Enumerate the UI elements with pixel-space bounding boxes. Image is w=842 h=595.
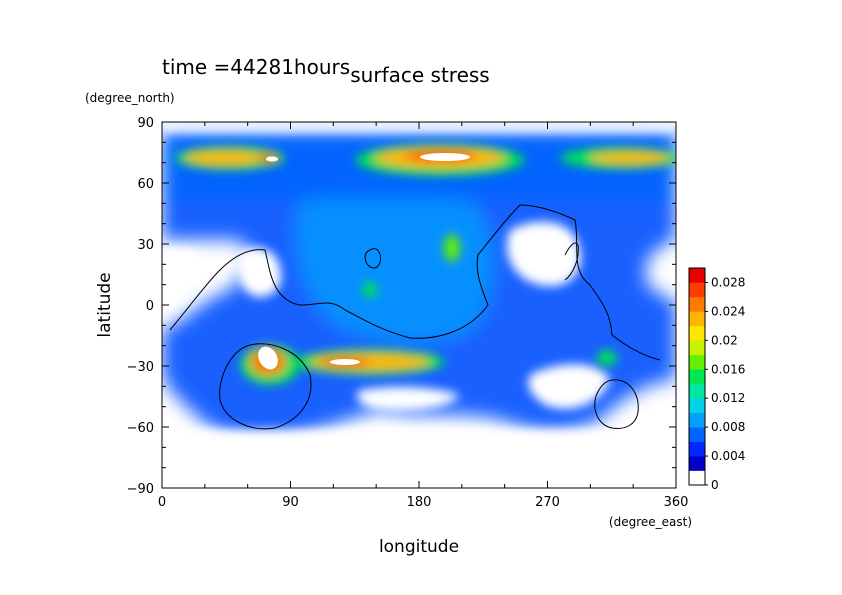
colorbar-tick-label: 0.02 (711, 333, 738, 347)
colorbar-swatch (689, 282, 705, 298)
tropic-spot-1 (444, 234, 460, 262)
x-units-label: (degree_east) (609, 515, 692, 529)
colorbar-swatch (689, 340, 705, 356)
x-axis-label: longitude (379, 537, 459, 557)
colorbar-swatch (689, 325, 705, 341)
jet-north-3-core (590, 152, 670, 164)
y-axis-ticks: −90 −60 −30 0 30 60 90 (127, 116, 676, 497)
colorbar-swatch (689, 427, 705, 442)
stress-field (162, 122, 676, 488)
y-tick-label: 30 (137, 238, 154, 253)
colorbar-swatch (689, 441, 705, 457)
colorbar-tick-label: 0.024 (711, 304, 745, 318)
coastlines (169, 204, 661, 430)
y-tick-label: −60 (127, 421, 154, 436)
y-tick-label: 90 (137, 116, 154, 131)
field-hole-south-mid (357, 386, 460, 412)
field-hole-west (162, 248, 203, 281)
jet-north-1-white-core (266, 156, 278, 162)
colorbar-swatch (689, 470, 705, 486)
colorbar-swatch (689, 369, 705, 385)
colorbar-tick-label: 0.004 (711, 449, 745, 463)
x-tick-label: 270 (535, 495, 560, 510)
x-tick-label: 90 (282, 495, 299, 510)
colorbar: 0 0.004 0.008 0.012 0.016 0.02 0.024 0.028 (688, 267, 745, 492)
field-region-cyan (296, 185, 493, 341)
colorbar-tick-label: 0.012 (711, 391, 745, 405)
colorbar-tick-label: 0.016 (711, 362, 745, 376)
colorbar-swatch (689, 398, 705, 413)
colorbar-swatch (689, 268, 705, 283)
colorbar-frame (688, 267, 706, 486)
jet-north-1-core (185, 151, 265, 165)
x-axis-ticks: 0 90 180 270 360 (158, 122, 689, 510)
x-tick-label: 0 (158, 495, 166, 510)
jet-north-2-white-core (420, 153, 470, 161)
colorbar-swatch (689, 354, 705, 370)
colorbar-tick-label: 0.028 (711, 275, 745, 289)
field-hole-south-pole (162, 430, 676, 488)
x-tick-label: 180 (407, 495, 432, 510)
jet-south-2-white-core (330, 359, 360, 365)
colorbar-swatch (689, 456, 705, 471)
y-axis-label: latitude (95, 272, 115, 337)
chart-subtitle: time =44281hours (162, 55, 350, 79)
tropic-spot-2 (363, 282, 377, 298)
y-tick-label: 60 (137, 177, 154, 192)
jet-south-1-white-core (258, 346, 278, 370)
y-units-label: (degree_north) (85, 91, 175, 105)
x-tick-label: 360 (664, 495, 689, 510)
colorbar-swatch (689, 412, 705, 428)
tropic-spot-3 (597, 350, 617, 366)
field-hole-south-east (528, 364, 610, 409)
colorbar-swatch (689, 383, 705, 399)
y-tick-label: −30 (127, 360, 154, 375)
field-hole-east (506, 221, 581, 287)
field-hole-africa (235, 247, 281, 297)
y-tick-label: 0 (146, 299, 154, 314)
colorbar-swatch (689, 296, 705, 312)
colorbar-tick-label: 0 (711, 478, 719, 492)
chart-title: surface stress (350, 63, 489, 87)
y-tick-label: −90 (127, 482, 154, 497)
colorbar-swatch (689, 311, 705, 327)
colorbar-tick-label: 0.008 (711, 420, 745, 434)
